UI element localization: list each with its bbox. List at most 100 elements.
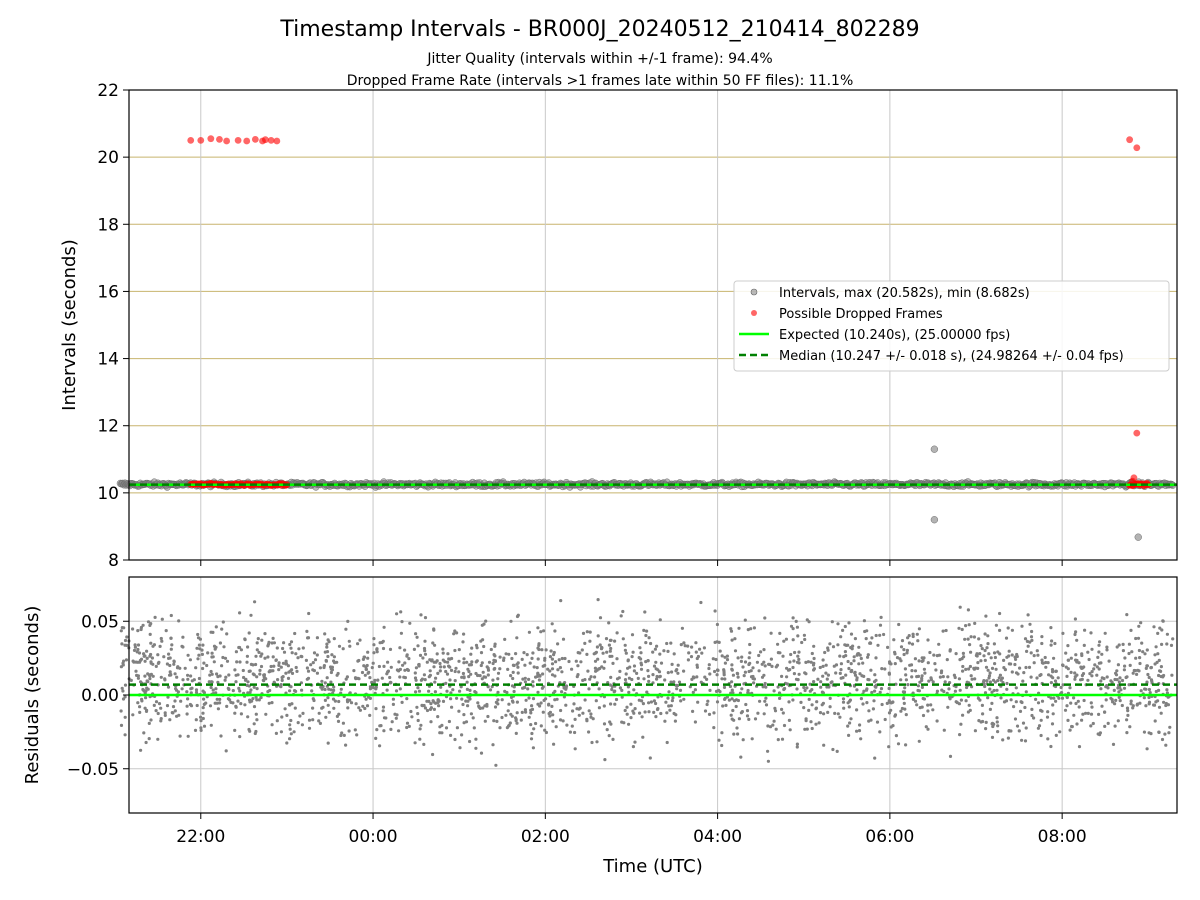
residual-point — [481, 670, 485, 674]
residual-point — [447, 664, 451, 668]
residual-point — [1089, 701, 1093, 705]
residual-point — [385, 672, 389, 676]
residual-point — [532, 727, 536, 731]
residual-point — [1168, 725, 1172, 729]
residual-point — [977, 637, 981, 641]
residual-point — [803, 688, 807, 693]
residual-point — [1057, 696, 1061, 700]
residual-point — [998, 673, 1003, 677]
residual-point — [945, 658, 949, 662]
residual-point — [534, 721, 538, 726]
residual-point — [147, 737, 151, 741]
residual-point — [332, 659, 336, 663]
residual-point — [776, 642, 780, 646]
residual-point — [218, 701, 222, 705]
residual-point — [977, 719, 981, 723]
residual-point — [882, 632, 886, 637]
residual-point — [1162, 673, 1166, 678]
residual-point — [802, 685, 806, 690]
residual-point — [564, 684, 569, 688]
residual-point — [725, 658, 730, 662]
residual-point — [475, 646, 479, 650]
residual-point — [958, 658, 962, 662]
residual-point — [272, 664, 276, 668]
residual-point — [1104, 685, 1108, 689]
residual-point — [486, 668, 491, 672]
residual-point — [922, 667, 927, 671]
residual-point — [306, 669, 311, 673]
residual-point — [458, 689, 462, 693]
residual-point — [416, 686, 420, 690]
residual-point — [770, 664, 774, 669]
residual-point — [548, 714, 552, 718]
residual-point — [1024, 665, 1028, 670]
residual-point — [457, 648, 461, 652]
residual-point — [618, 669, 622, 674]
residual-point — [462, 657, 466, 661]
residual-point — [384, 716, 388, 720]
residual-point — [769, 631, 773, 635]
residual-point — [212, 644, 217, 648]
residual-point — [527, 677, 531, 682]
residual-point — [920, 678, 924, 683]
residual-point — [139, 627, 143, 632]
residual-point — [822, 743, 826, 747]
residual-point — [1095, 673, 1099, 677]
residual-point — [1160, 737, 1165, 742]
residual-point — [538, 674, 542, 678]
residual-point — [546, 667, 550, 671]
residual-point — [508, 721, 512, 725]
residual-point — [256, 637, 260, 641]
residual-point — [746, 628, 750, 632]
residual-point — [1096, 655, 1100, 660]
residual-point — [289, 646, 293, 650]
residual-point — [879, 615, 883, 620]
residual-point — [284, 662, 288, 666]
residual-point — [1105, 645, 1109, 649]
residual-point — [1152, 703, 1157, 707]
residual-point — [547, 703, 551, 707]
residual-point — [283, 707, 287, 711]
residual-point — [894, 734, 899, 738]
residual-point — [233, 668, 237, 672]
residual-point — [879, 687, 884, 691]
residual-point — [504, 713, 508, 717]
residual-point — [289, 685, 293, 689]
residual-point — [301, 711, 305, 716]
residual-point — [1009, 698, 1013, 702]
residual-point — [416, 644, 420, 648]
residual-point — [405, 654, 409, 658]
residual-point — [515, 711, 519, 715]
residual-point — [959, 722, 963, 726]
residual-point — [390, 720, 394, 724]
residual-point — [1147, 700, 1152, 704]
residual-point — [686, 644, 690, 648]
residual-point — [1109, 679, 1113, 683]
residual-point — [861, 661, 865, 665]
residual-point — [408, 621, 412, 625]
residual-point — [323, 681, 327, 685]
residual-point — [317, 719, 321, 723]
residual-point — [564, 703, 568, 707]
residual-point — [348, 691, 352, 695]
residual-point — [766, 759, 771, 763]
residual-point — [747, 656, 751, 660]
residual-point — [1073, 675, 1077, 679]
residual-point — [826, 646, 830, 650]
residual-point — [573, 717, 577, 722]
residual-point — [422, 742, 426, 747]
residual-point — [548, 710, 553, 714]
residual-point — [703, 709, 708, 713]
residual-point — [209, 723, 213, 727]
residual-point — [866, 655, 870, 659]
residual-point — [654, 701, 658, 706]
residual-point — [844, 673, 848, 677]
residual-point — [486, 673, 490, 677]
residual-point — [486, 714, 490, 719]
residual-point — [1053, 679, 1058, 683]
residual-point — [759, 650, 763, 654]
residual-point — [168, 663, 172, 668]
residual-point — [659, 661, 664, 665]
residual-point — [148, 632, 152, 637]
residual-point — [395, 612, 399, 616]
